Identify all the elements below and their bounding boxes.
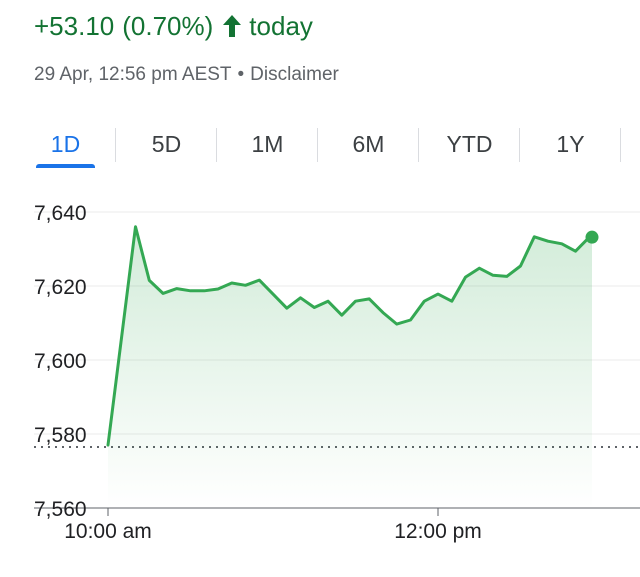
tab-1y[interactable]: 1Y: [520, 122, 621, 166]
timestamp: 29 Apr, 12:56 pm AEST: [34, 64, 232, 85]
tab-label: 1M: [251, 130, 284, 157]
price-change-value: +53.10: [34, 10, 115, 41]
y-tick-label: 7,560: [34, 498, 87, 521]
y-tick-label: 7,640: [34, 202, 87, 225]
price-change-percent: (0.70%): [122, 10, 214, 41]
price-chart[interactable]: 7,640 7,620 7,600 7,580 7,560 10:00 am 12:00 p…: [0, 180, 640, 572]
tab-label: 1D: [50, 130, 81, 157]
price-change-row: +53.10 (0.70%) today: [34, 8, 313, 44]
tab-label: 5D: [151, 130, 182, 157]
y-tick-label: 7,580: [34, 424, 87, 447]
last-price-dot: [585, 230, 599, 244]
tab-1d[interactable]: 1D: [15, 122, 116, 168]
tab-1m[interactable]: 1M: [217, 122, 318, 166]
price-line: [106, 225, 594, 447]
timestamp-row: 29 Apr, 12:56 pm AEST • Disclaimer: [34, 62, 339, 88]
tab-label: 1Y: [556, 130, 585, 157]
tab-5d[interactable]: 5D: [116, 122, 217, 166]
meta-separator: •: [237, 64, 245, 85]
x-tick-label: 10:00 am: [64, 520, 152, 543]
tab-6m[interactable]: 6M: [318, 122, 419, 166]
tab-label: 6M: [352, 130, 385, 157]
price-area: [108, 226, 592, 509]
disclaimer-link[interactable]: Disclaimer: [250, 64, 339, 85]
y-tick-label: 7,620: [34, 276, 87, 299]
range-tabs: 1D 5D 1M 6M YTD 1Y: [15, 122, 640, 168]
arrow-up-icon: [223, 15, 242, 37]
x-tick-label: 12:00 pm: [394, 520, 482, 543]
price-change-period: today: [249, 10, 313, 41]
tab-label: YTD: [446, 130, 493, 157]
tab-ytd[interactable]: YTD: [419, 122, 520, 166]
y-tick-label: 7,600: [34, 350, 87, 373]
